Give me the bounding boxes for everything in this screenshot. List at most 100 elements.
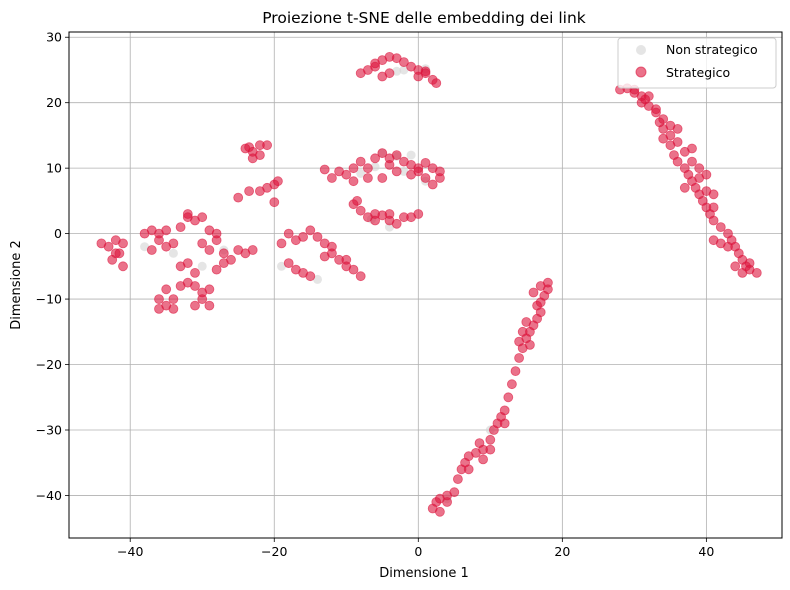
point-strategico [283, 228, 294, 239]
point-strategico [384, 159, 395, 170]
point-strategico [118, 261, 128, 272]
point-strategico [168, 294, 179, 305]
legend-box [617, 37, 777, 89]
point-non-strategico [356, 168, 366, 178]
point-strategico [517, 326, 528, 337]
y-tick-label: −20 [36, 357, 62, 372]
point-strategico [521, 317, 532, 327]
point-strategico [168, 303, 179, 314]
y-tick-label: 30 [46, 30, 62, 45]
point-strategico [272, 176, 283, 187]
point-strategico [182, 258, 193, 269]
point-strategico [247, 153, 258, 164]
point-strategico [370, 209, 381, 219]
x-tick-label: −40 [117, 544, 143, 559]
point-strategico [362, 173, 373, 183]
x-tick-label: 40 [698, 544, 714, 559]
point-strategico [434, 506, 445, 517]
point-strategico [525, 339, 535, 350]
point-non-strategico [399, 65, 409, 75]
legend: Non strategico Strategico [617, 37, 777, 89]
point-strategico [161, 284, 172, 295]
point-strategico [204, 284, 215, 295]
point-strategico [377, 148, 388, 159]
point-strategico [146, 245, 157, 255]
point-strategico [672, 156, 683, 167]
point-strategico [420, 66, 431, 77]
point-strategico [370, 153, 381, 164]
grid-lines [69, 32, 782, 538]
point-non-strategico [313, 274, 322, 284]
point-strategico [197, 238, 208, 249]
x-tick-label: 0 [414, 544, 422, 559]
point-strategico [651, 104, 661, 115]
point-strategico [485, 434, 496, 445]
point-non-strategico [277, 261, 286, 271]
x-axis-label: Dimensione 1 [379, 566, 469, 581]
point-strategico [326, 173, 337, 183]
y-axis-label: Dimensione 2 [9, 240, 24, 330]
point-strategico [348, 176, 359, 187]
point-strategico [348, 163, 359, 174]
point-strategico [341, 254, 352, 265]
point-strategico [427, 179, 438, 190]
point-strategico [413, 166, 424, 177]
y-tick-label: −30 [36, 422, 62, 437]
point-strategico [658, 114, 669, 124]
point-strategico [154, 294, 164, 305]
point-strategico [182, 209, 193, 219]
point-strategico [197, 294, 208, 305]
point-strategico [485, 444, 496, 455]
point-strategico [503, 392, 514, 403]
point-strategico [694, 173, 705, 183]
point-strategico [420, 173, 431, 183]
point-strategico [708, 189, 719, 200]
point-strategico [478, 454, 489, 465]
legend-label-non-strategico: Non strategico [666, 42, 758, 57]
point-strategico [514, 336, 524, 347]
point-strategico [506, 379, 517, 390]
legend-marker-non-strategico [636, 45, 646, 55]
chart-title: Proiezione t-SNE delle embedding dei lin… [262, 9, 586, 27]
point-strategico [211, 228, 222, 239]
point-strategico [723, 241, 733, 252]
point-strategico [679, 182, 690, 193]
point-strategico [175, 222, 186, 233]
series-strategico [96, 52, 762, 517]
point-strategico [276, 238, 287, 249]
point-strategico [528, 287, 539, 298]
point-strategico [175, 281, 186, 291]
point-strategico [499, 418, 510, 429]
y-tick-label: −10 [36, 292, 62, 307]
point-strategico [190, 300, 200, 311]
point-strategico [665, 130, 676, 141]
point-strategico [204, 245, 215, 255]
point-strategico [708, 202, 719, 213]
point-strategico [240, 143, 251, 154]
point-strategico [355, 156, 366, 167]
point-strategico [384, 209, 395, 219]
point-non-strategico [140, 242, 150, 252]
point-strategico [463, 464, 474, 475]
point-strategico [362, 65, 373, 75]
y-tick-label: 20 [46, 95, 62, 110]
point-strategico [532, 300, 542, 311]
point-strategico [449, 487, 460, 498]
point-strategico [269, 197, 280, 208]
point-strategico [348, 264, 359, 275]
point-strategico [305, 271, 316, 282]
point-strategico [510, 366, 521, 377]
point-strategico [442, 497, 453, 507]
point-strategico [535, 281, 546, 291]
y-axis-ticks: −40 −30 −20 −10 0 10 20 30 [36, 30, 69, 503]
point-strategico [319, 251, 330, 262]
point-strategico [362, 163, 373, 174]
point-strategico [154, 303, 164, 314]
point-strategico [262, 140, 273, 151]
legend-marker-strategico [635, 66, 647, 78]
point-non-strategico [392, 66, 402, 76]
point-strategico [161, 225, 172, 236]
y-tick-label: 0 [54, 226, 62, 241]
x-tick-label: −20 [261, 544, 287, 559]
point-strategico [499, 405, 510, 416]
